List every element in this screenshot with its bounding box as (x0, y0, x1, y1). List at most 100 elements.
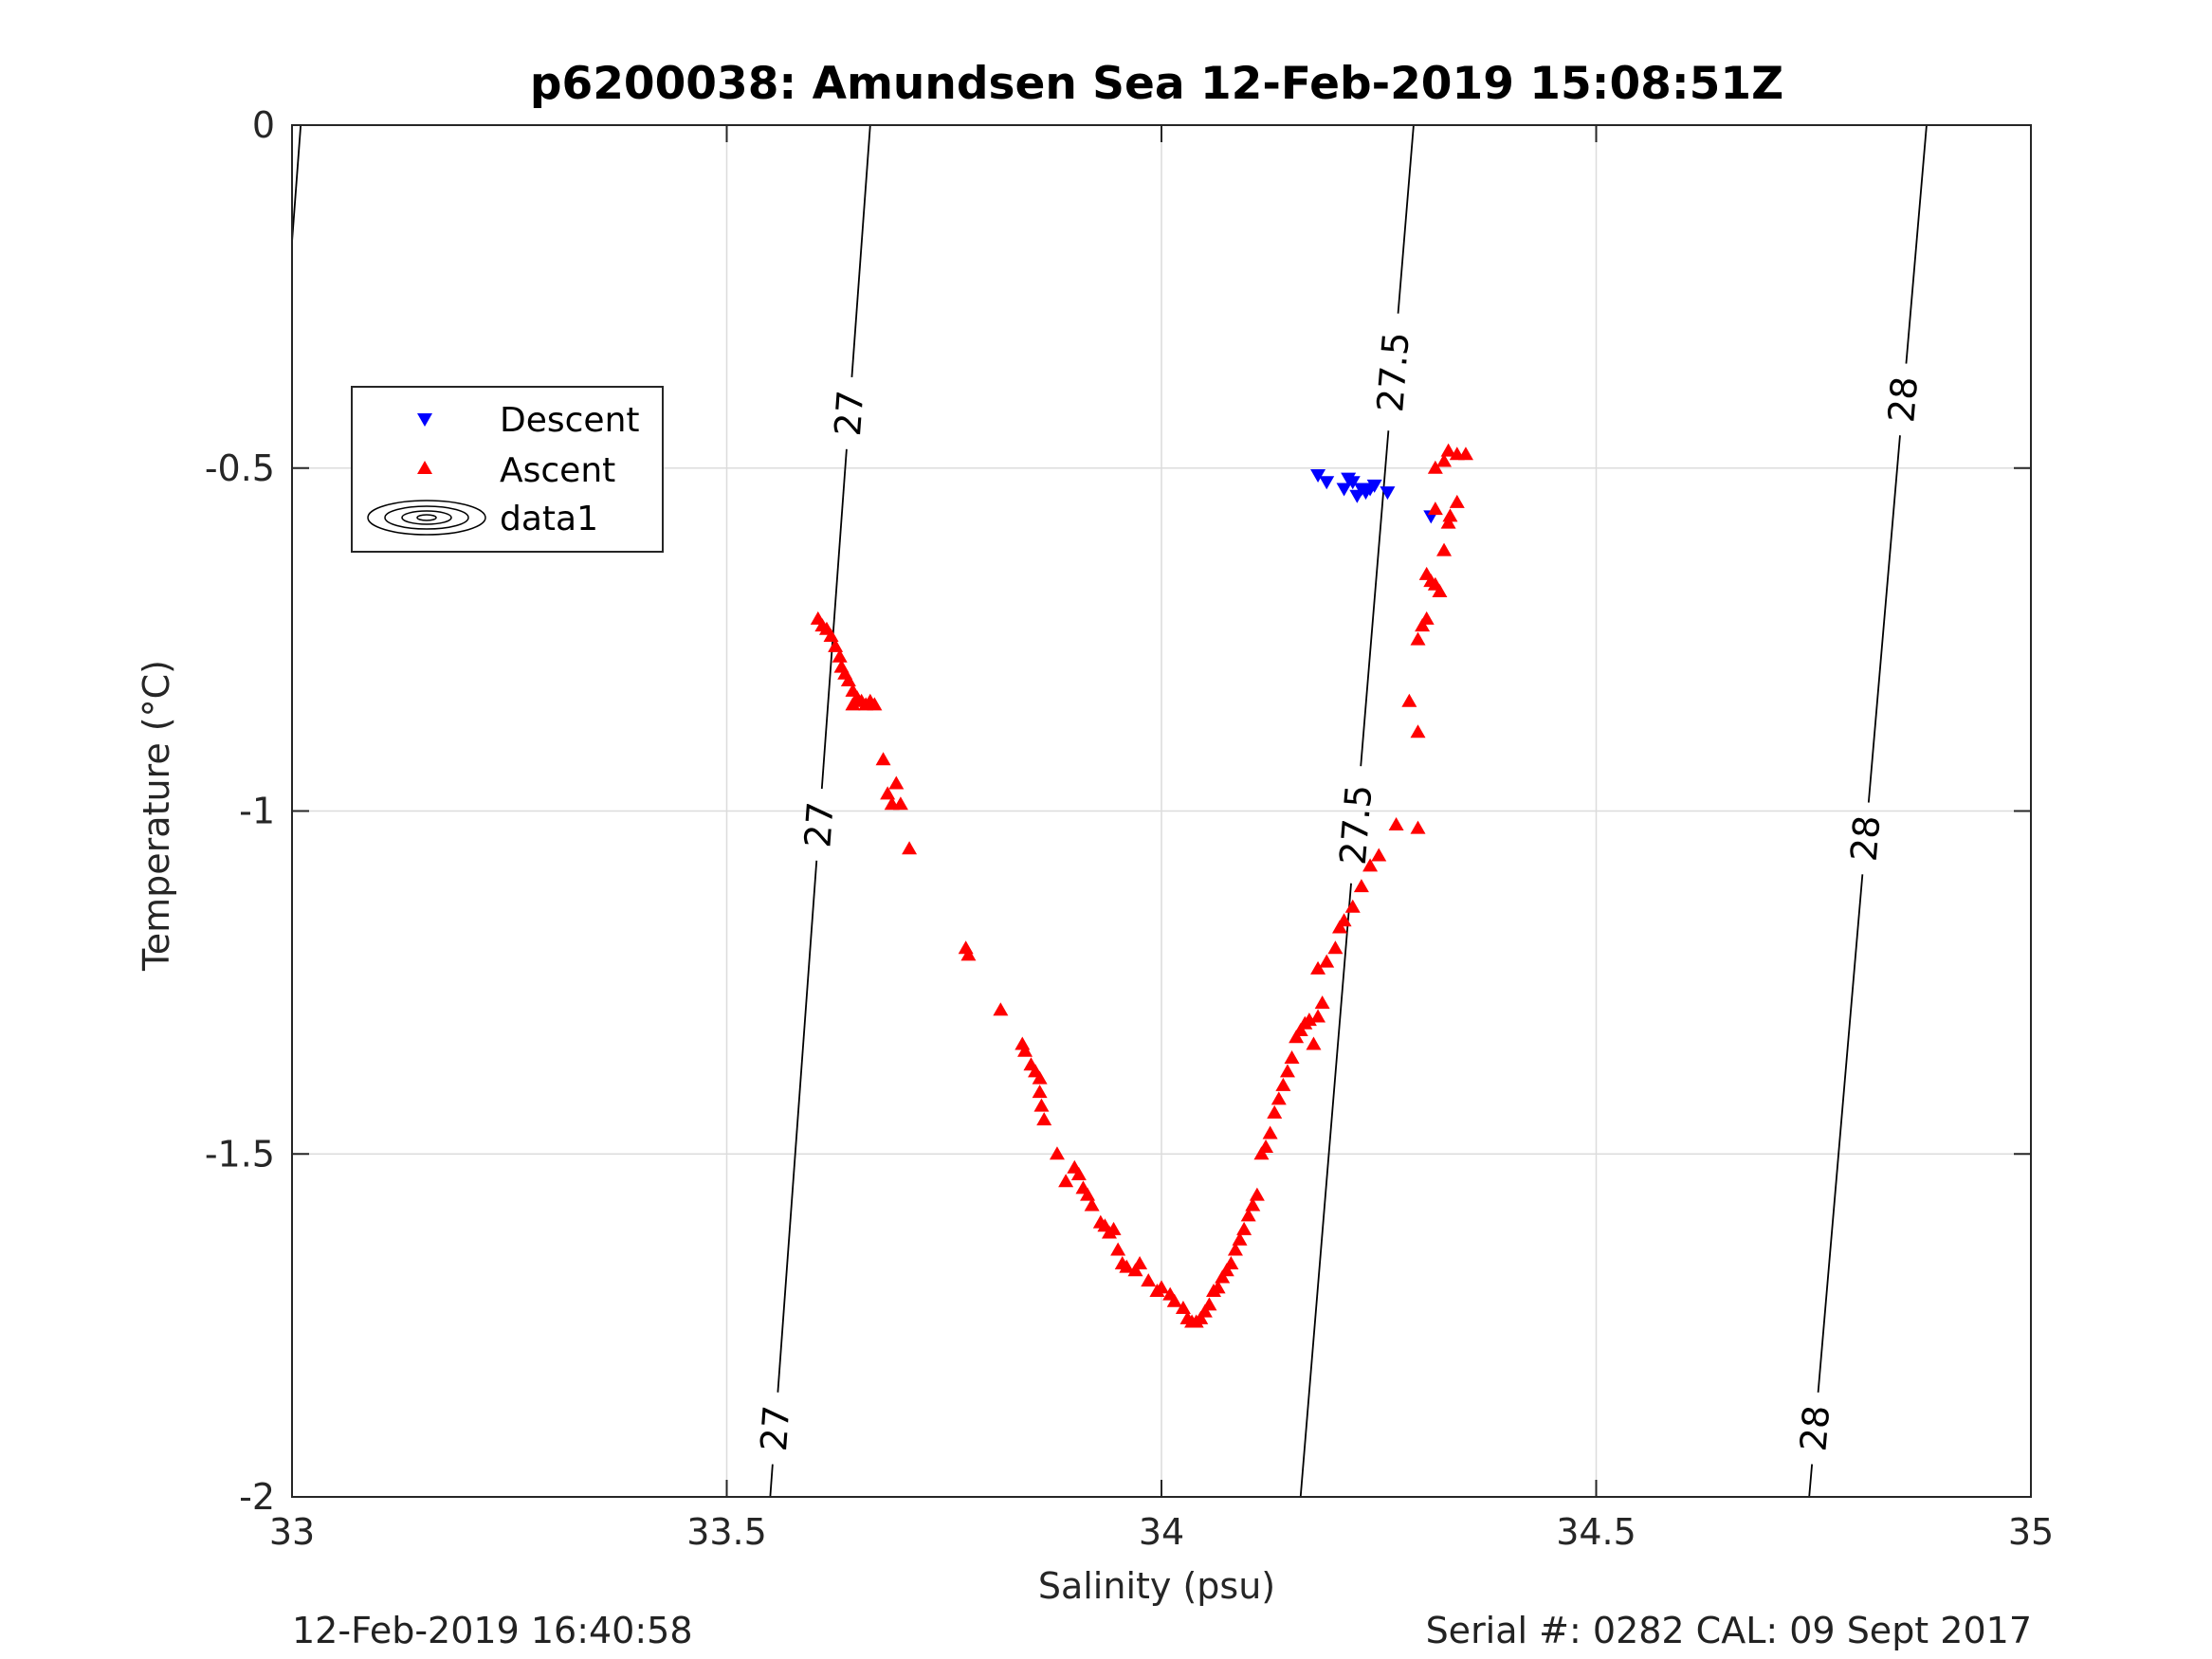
ascent-point-29 (1032, 1070, 1048, 1085)
contour-label-27.5-1: 27.5 (1332, 783, 1380, 866)
ascent-point-69 (1240, 1208, 1256, 1222)
ascent-point-33 (1049, 1146, 1065, 1160)
footer-serial-calibration: Serial #: 0282 CAL: 09 Sept 2017 (1425, 1610, 2032, 1651)
descent-point-10 (1380, 486, 1396, 501)
ascent-point-111 (1427, 460, 1443, 474)
ascent-point-94 (1362, 858, 1379, 872)
ascent-point-115 (1457, 447, 1473, 461)
descent-point-0 (1310, 468, 1326, 483)
ascent-point-106 (1432, 583, 1448, 597)
ascent-point-84 (1306, 1036, 1322, 1050)
ascent-point-66 (1227, 1242, 1243, 1256)
contour-line-27.5-2 (1299, 883, 1352, 1498)
ascent-point-83 (1301, 1012, 1317, 1027)
ascent-point-72 (1253, 1146, 1270, 1160)
y-tick-label: -2 (239, 1476, 275, 1518)
x-tick-label: 34.5 (1556, 1511, 1636, 1553)
ascent-point-31 (1033, 1098, 1050, 1112)
ascent-point-79 (1284, 1049, 1300, 1064)
y-tick-label: 0 (252, 104, 275, 146)
ascent-point-62 (1210, 1280, 1226, 1294)
ascent-point-87 (1310, 960, 1326, 975)
contour-line-28-2 (1817, 874, 1864, 1393)
ascent-point-3 (823, 629, 839, 643)
ascent-point-109 (1442, 508, 1458, 522)
ascent-point-90 (1331, 920, 1347, 934)
ascent-point-107 (1436, 542, 1453, 556)
ascent-point-17 (880, 786, 896, 800)
ascent-point-22 (958, 940, 974, 955)
ascent-point-93 (1353, 879, 1369, 893)
y-tick-label: -1 (239, 791, 275, 832)
ascent-point-74 (1262, 1125, 1278, 1139)
contour-line-27-1 (820, 448, 848, 790)
ascent-point-76 (1271, 1091, 1287, 1105)
ascent-point-73 (1258, 1139, 1274, 1154)
y-tick-label: -0.5 (205, 447, 275, 489)
ascent-point-89 (1327, 940, 1344, 955)
ascent-point-47 (1127, 1263, 1143, 1277)
ascent-point-65 (1223, 1256, 1239, 1270)
ascent-point-91 (1336, 913, 1352, 927)
ascent-point-75 (1267, 1104, 1283, 1119)
ascent-point-95 (1371, 848, 1387, 862)
density-contours: 27 27 27 27.5 27.5 28 28 28 (291, 124, 1928, 1498)
ascent-point-68 (1236, 1221, 1252, 1235)
legend-ascent-marker (417, 461, 432, 474)
ascent-point-100 (1410, 631, 1426, 646)
y-tick-label: -1.5 (205, 1133, 275, 1175)
contour-label-27-2: 27 (753, 1404, 797, 1452)
ascent-point-54 (1175, 1301, 1191, 1315)
contour-line-unlabeled-0 (291, 124, 302, 243)
ascent-point-4 (828, 638, 844, 652)
data-points (810, 443, 1473, 1328)
ascent-point-53 (1166, 1293, 1182, 1307)
ascent-point-24 (993, 1002, 1009, 1016)
legend-descent-label: Descent (500, 401, 640, 440)
x-tick-label: 33.5 (686, 1511, 767, 1553)
ascent-point-113 (1440, 443, 1456, 457)
axis-ticks: 33 33.5 34 34.5 35 0 -0.5 -1 -1.5 -2 (205, 104, 2054, 1553)
legend[interactable]: Descent Ascent data1 (351, 386, 664, 553)
ascent-point-97 (1410, 820, 1426, 834)
ascent-point-77 (1275, 1077, 1291, 1091)
contour-label-28-2: 28 (1792, 1404, 1837, 1453)
ascent-point-20 (892, 796, 908, 811)
ascent-point-85 (1310, 1009, 1326, 1023)
descent-point-2 (1336, 483, 1352, 497)
ascent-point-108 (1440, 515, 1456, 529)
ascent-point-44 (1110, 1242, 1126, 1256)
ascent-point-102 (1418, 611, 1435, 625)
contour-line-28-3 (1808, 1464, 1814, 1498)
ascent-point-110 (1449, 494, 1465, 508)
contour-line-28-1 (1867, 435, 1901, 803)
contour-label-28-1: 28 (1843, 813, 1889, 863)
ascent-point-16 (875, 752, 891, 766)
chart-title: p6200038: Amundsen Sea 12-Feb-2019 15:08… (530, 58, 1783, 110)
ascent-point-70 (1245, 1197, 1261, 1212)
ascent-point-23 (960, 947, 977, 961)
x-tick-label: 35 (2008, 1511, 2054, 1553)
ascent-point-116 (1427, 501, 1443, 516)
ascent-point-112 (1436, 453, 1453, 467)
descent-point-1 (1319, 476, 1335, 490)
contour-line-27-3 (769, 1464, 774, 1498)
series-descent (1310, 468, 1439, 524)
ascent-point-96 (1388, 816, 1404, 830)
footer-timestamp: 12-Feb-2019 16:40:58 (292, 1610, 693, 1651)
contour-line-27-2 (777, 860, 818, 1393)
ascent-point-32 (1036, 1112, 1052, 1126)
ascent-point-19 (888, 775, 905, 790)
ascent-point-8 (840, 673, 856, 687)
ascent-point-92 (1344, 899, 1361, 913)
legend-data1-label: data1 (500, 500, 598, 538)
ascent-point-63 (1215, 1269, 1231, 1284)
x-axis-label: Salinity (psu) (1038, 1565, 1275, 1607)
contour-label-27-0: 27 (827, 389, 871, 437)
ascent-point-81 (1292, 1023, 1308, 1037)
x-tick-label: 33 (269, 1511, 315, 1553)
contour-line-27-0 (850, 124, 871, 378)
ascent-point-60 (1201, 1297, 1217, 1311)
legend-ascent-label: Ascent (500, 451, 615, 490)
